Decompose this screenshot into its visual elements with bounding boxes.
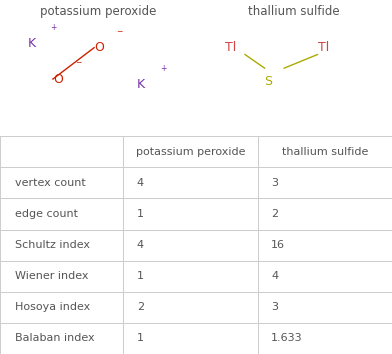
Text: 3: 3 — [271, 178, 278, 188]
Text: −: − — [116, 27, 123, 36]
Text: potassium peroxide: potassium peroxide — [136, 147, 245, 157]
Text: 1.633: 1.633 — [271, 333, 303, 343]
Text: S: S — [265, 75, 272, 88]
Text: 2: 2 — [271, 209, 278, 219]
Text: potassium peroxide: potassium peroxide — [40, 5, 156, 18]
Text: +: + — [50, 23, 56, 32]
Text: Wiener index: Wiener index — [15, 271, 88, 281]
Text: 4: 4 — [271, 271, 278, 281]
Text: Tl: Tl — [318, 41, 329, 54]
Text: K: K — [137, 78, 145, 91]
Text: 16: 16 — [271, 240, 285, 250]
Text: K: K — [27, 37, 36, 50]
Text: 3: 3 — [271, 302, 278, 312]
Text: Tl: Tl — [225, 41, 237, 54]
Text: O: O — [94, 41, 104, 54]
Text: Balaban index: Balaban index — [15, 333, 94, 343]
Text: 1: 1 — [137, 209, 144, 219]
Text: Hosoya index: Hosoya index — [15, 302, 90, 312]
Text: +: + — [160, 64, 166, 73]
Text: 1: 1 — [137, 271, 144, 281]
Text: 4: 4 — [137, 240, 144, 250]
Text: 1: 1 — [137, 333, 144, 343]
Text: 2: 2 — [137, 302, 144, 312]
Text: thallium sulfide: thallium sulfide — [281, 147, 368, 157]
Text: 4: 4 — [137, 178, 144, 188]
Text: −: − — [75, 58, 82, 67]
Text: thallium sulfide: thallium sulfide — [248, 5, 340, 18]
Text: vertex count: vertex count — [15, 178, 85, 188]
Text: edge count: edge count — [15, 209, 78, 219]
Text: O: O — [53, 73, 63, 86]
Text: Schultz index: Schultz index — [15, 240, 90, 250]
